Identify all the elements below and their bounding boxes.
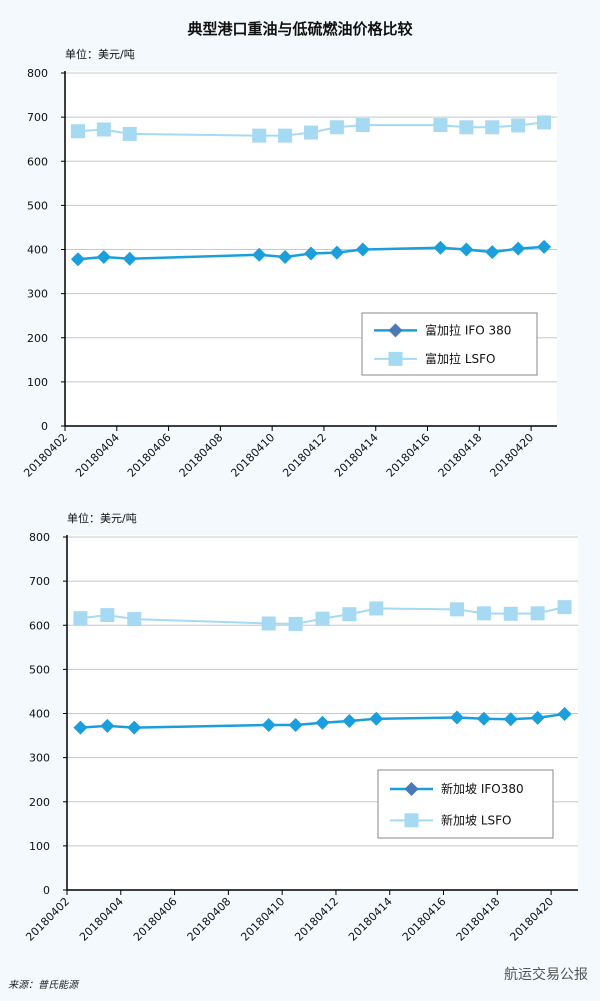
data-point-lsfo [459, 120, 474, 135]
watermark: 航运交易公报 [504, 967, 588, 983]
legend-marker-diamond-icon [404, 782, 419, 797]
x-tick-label: 20180410 [238, 895, 287, 944]
legend-label: 新加坡 LSFO [441, 812, 511, 827]
data-point-lsfo [315, 611, 330, 626]
data-point-lsfo [261, 616, 276, 631]
x-tick-label: 20180412 [292, 895, 341, 944]
y-tick-label: 700 [27, 111, 48, 124]
data-point-lsfo [449, 602, 464, 617]
x-tick-label: 20180404 [77, 895, 126, 944]
data-point-ifo [433, 240, 448, 255]
data-point-lsfo [342, 607, 357, 622]
legend-marker-square-icon [388, 351, 403, 366]
y-tick-label: 500 [29, 663, 50, 676]
data-point-ifo [557, 706, 572, 721]
data-point-ifo [355, 242, 370, 257]
data-point-ifo [278, 250, 293, 265]
data-point-ifo [449, 710, 464, 725]
data-point-ifo [315, 715, 330, 730]
data-point-ifo [329, 245, 344, 260]
data-point-lsfo [355, 118, 370, 133]
legend-label: 富加拉 LSFO [425, 351, 495, 366]
data-point-ifo [288, 717, 303, 732]
data-point-lsfo [70, 124, 85, 139]
data-point-lsfo [511, 118, 526, 133]
y-tick-label: 800 [27, 67, 48, 80]
data-point-ifo [503, 712, 518, 727]
x-tick-label: 20180414 [346, 895, 395, 944]
data-point-ifo [252, 247, 267, 262]
data-point-ifo [304, 246, 318, 261]
data-point-lsfo [122, 126, 137, 141]
x-tick-label: 20180406 [131, 895, 180, 944]
data-point-lsfo [96, 122, 111, 137]
data-point-lsfo [485, 120, 500, 135]
data-point-ifo [70, 252, 85, 267]
data-point-lsfo [288, 616, 303, 631]
y-tick-label: 800 [29, 531, 50, 544]
legend-box [377, 769, 554, 839]
data-point-lsfo [127, 612, 142, 627]
y-tick-label: 0 [43, 884, 50, 897]
y-tick-label: 100 [27, 376, 48, 389]
data-point-lsfo [73, 611, 88, 626]
x-tick-label: 20180408 [185, 895, 234, 944]
data-point-ifo [100, 718, 115, 733]
legend-label: 富加拉 IFO 380 [425, 322, 511, 337]
x-tick-label: 20180402 [23, 895, 72, 944]
data-point-lsfo [433, 118, 448, 133]
data-point-ifo [537, 239, 552, 254]
y-tick-label: 600 [29, 619, 50, 632]
data-point-lsfo [530, 606, 545, 621]
x-tick-label: 20180420 [507, 895, 556, 944]
data-point-ifo [459, 242, 474, 257]
legend-marker-diamond-icon [388, 323, 403, 338]
data-point-ifo [96, 250, 111, 265]
y-tick-label: 400 [27, 244, 48, 257]
data-point-ifo [476, 711, 491, 726]
data-point-lsfo [503, 606, 518, 621]
data-point-lsfo [369, 601, 384, 616]
data-point-lsfo [329, 120, 344, 135]
source-note: 来源：普氏能源 [8, 980, 78, 991]
data-point-ifo [261, 717, 276, 732]
data-point-ifo [127, 720, 142, 735]
data-point-ifo [122, 251, 137, 266]
data-point-ifo [342, 714, 357, 729]
unit-label: 单位：美元/吨 [65, 47, 135, 61]
y-tick-label: 400 [29, 708, 50, 721]
y-tick-label: 700 [29, 575, 50, 588]
data-point-ifo [485, 245, 500, 260]
x-tick-label: 20180418 [454, 895, 503, 944]
legend-marker-square-icon [404, 813, 419, 828]
y-tick-label: 600 [27, 155, 48, 168]
chart-title: 典型港口重油与低硫燃油价格比较 [187, 20, 413, 38]
data-point-lsfo [537, 115, 552, 130]
data-point-lsfo [100, 608, 115, 623]
y-tick-label: 300 [29, 752, 50, 765]
y-tick-label: 300 [27, 288, 48, 301]
legend-label: 新加坡 IFO380 [441, 781, 524, 796]
y-tick-label: 100 [29, 840, 50, 853]
x-tick-label: 20180416 [400, 895, 449, 944]
y-tick-label: 500 [27, 199, 48, 212]
data-point-ifo [73, 720, 88, 735]
data-point-ifo [511, 241, 526, 256]
unit-label: 单位：美元/吨 [67, 511, 137, 525]
y-tick-label: 200 [27, 332, 48, 345]
data-point-lsfo [278, 128, 293, 143]
data-point-lsfo [304, 125, 318, 140]
y-tick-label: 0 [41, 420, 48, 433]
data-point-ifo [369, 711, 384, 726]
y-tick-label: 200 [29, 796, 50, 809]
data-point-lsfo [476, 606, 491, 621]
data-point-ifo [530, 710, 545, 725]
data-point-lsfo [252, 128, 267, 143]
data-point-lsfo [557, 600, 572, 615]
